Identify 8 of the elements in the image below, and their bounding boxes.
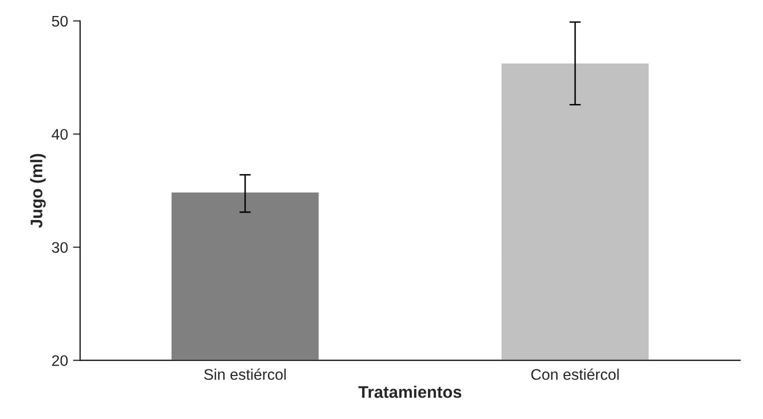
y-axis-title: Jugo (ml) bbox=[30, 154, 46, 228]
x-tick-label: Sin estiércol bbox=[204, 368, 286, 380]
x-tick-label: Con estiércol bbox=[531, 368, 619, 380]
y-tick-label: 50 bbox=[52, 16, 68, 27]
x-axis-title: Tratamientos bbox=[358, 386, 462, 398]
y-tick-label: 30 bbox=[52, 242, 68, 253]
y-tick-label: 40 bbox=[52, 128, 68, 140]
y-tick-label: 20 bbox=[52, 355, 68, 366]
